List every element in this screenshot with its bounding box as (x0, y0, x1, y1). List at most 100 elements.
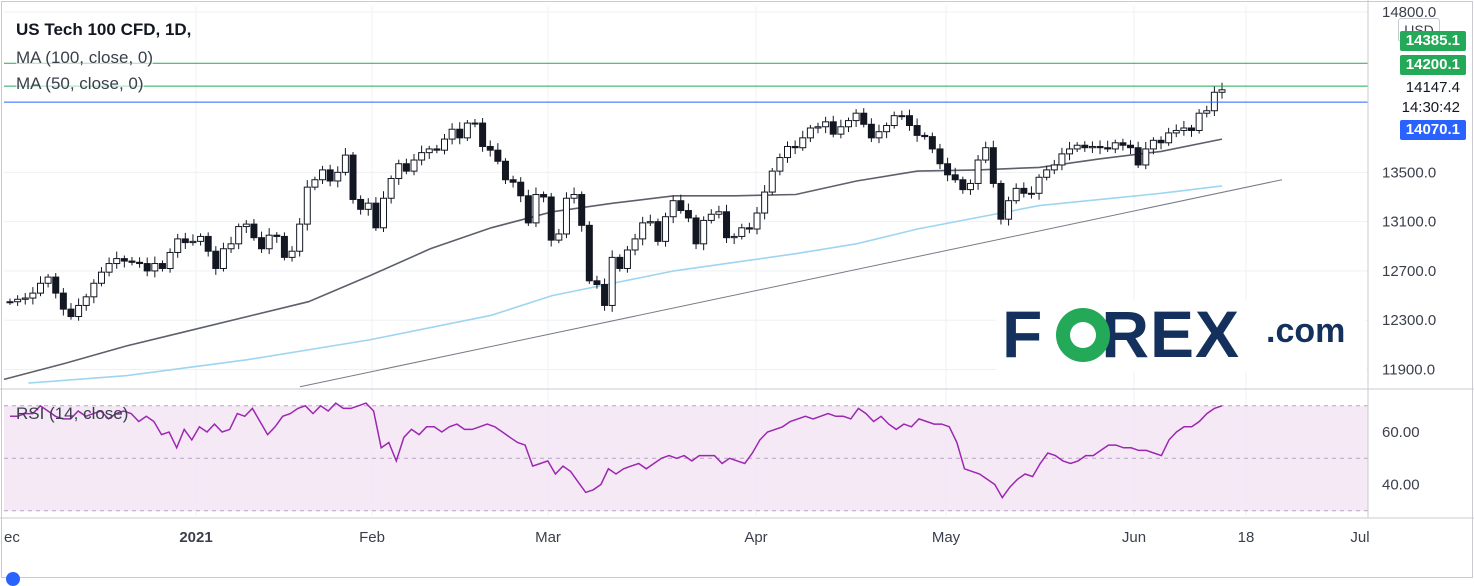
candle-body (440, 138, 448, 151)
last-price-label: 14147.4 (1399, 78, 1466, 98)
candle-body (258, 237, 266, 250)
rsi-legend[interactable]: RSI (14, close) (16, 404, 129, 423)
candle-body (562, 197, 570, 235)
candle-body (646, 221, 654, 224)
candle-body (120, 258, 128, 262)
symbol-title[interactable]: US Tech 100 CFD, 1D, (16, 20, 192, 40)
candle-body (585, 224, 593, 282)
candle-body (52, 276, 60, 294)
candle-body (1058, 153, 1066, 166)
ma100-legend[interactable]: MA (100, close, 0) (16, 48, 154, 68)
candle-body (692, 217, 700, 245)
candle-body (578, 194, 586, 226)
candle-body (219, 248, 227, 269)
candle-body (174, 238, 182, 253)
candle-body (1088, 145, 1096, 149)
candle-body (989, 147, 997, 184)
candle-body (768, 170, 776, 193)
candle-body (448, 128, 456, 140)
candle-body (151, 263, 159, 272)
price-tag-top: 14385.1 (1399, 31, 1466, 51)
time-tick-label: 2021 (179, 529, 212, 546)
candle-body (105, 263, 113, 273)
rsi-axis-ticks: 60.00 40.00 (1382, 424, 1420, 494)
candle-body (700, 219, 708, 245)
time-tick-label: Mar (535, 529, 561, 546)
candle-body (814, 126, 822, 129)
candle-body (913, 125, 921, 136)
candle-body (250, 223, 258, 239)
candle-body (1104, 147, 1112, 150)
candle-body (844, 120, 852, 128)
candle-body (494, 149, 502, 162)
candle-body (806, 127, 814, 139)
candle-body (669, 200, 677, 218)
candle-body (547, 196, 555, 241)
candle-body (273, 234, 281, 237)
trend-line (299, 179, 1283, 388)
price-tag-current: 14070.1 (1399, 120, 1466, 140)
ma50-legend[interactable]: MA (50, close, 0) (16, 74, 144, 94)
candle-body (1195, 112, 1203, 131)
rsi-series (10, 402, 1223, 499)
candle-body (166, 251, 174, 269)
candle-body (616, 256, 624, 269)
candle-body (181, 238, 189, 244)
price-tick-label: 12700.0 (1382, 263, 1436, 280)
price-tick-label: 14800.0 (1382, 4, 1436, 21)
candle-body (75, 304, 83, 318)
candle-body (1043, 169, 1051, 178)
candle-body (1149, 139, 1157, 150)
time-tick-label: 18 (1238, 529, 1255, 546)
candle-body (723, 211, 731, 239)
candle-body (364, 202, 372, 210)
price-tick-label: 13100.0 (1382, 214, 1436, 231)
candle-body (677, 200, 685, 212)
candle-body (852, 112, 860, 122)
candle-body (509, 179, 517, 183)
price-tick-label: 13500.0 (1382, 164, 1436, 181)
candle-body (456, 128, 464, 139)
candle-body (1050, 164, 1058, 171)
candle-body (555, 233, 563, 241)
candle-body (524, 195, 532, 224)
candle-body (631, 238, 639, 251)
candle-body (280, 235, 288, 258)
candle-body (1073, 144, 1081, 150)
candle-body (837, 126, 845, 135)
candle-body (822, 121, 830, 128)
candle-body (753, 212, 761, 230)
candle-body (357, 198, 365, 210)
candlestick-series (6, 82, 1226, 321)
candle-body (776, 157, 784, 172)
candle-body (6, 301, 14, 304)
time-tick-label: Jul (1350, 529, 1369, 546)
candle-body (1165, 132, 1173, 144)
candle-body (90, 282, 98, 298)
candle-body (905, 115, 913, 127)
candle-body (44, 276, 52, 284)
candle-body (36, 282, 44, 294)
trend-line (299, 179, 1283, 388)
candle-body (311, 179, 319, 188)
candle-body (486, 145, 494, 151)
candle-body (212, 250, 220, 269)
candle-body (341, 154, 349, 173)
candle-body (791, 145, 799, 149)
candle-body (1218, 89, 1226, 93)
candle-body (326, 169, 334, 182)
candle-body (1134, 147, 1142, 166)
candle-body (1188, 127, 1196, 131)
candle-body (1119, 142, 1127, 146)
ma100-line (28, 185, 1223, 384)
candle-body (334, 171, 342, 182)
candle-body (860, 112, 868, 125)
candle-body (867, 123, 875, 139)
candle-body (227, 243, 235, 250)
logo-o-mark (1056, 308, 1110, 362)
time-tick-label: Jun (1122, 529, 1146, 546)
logo-suffix: .com (1266, 312, 1346, 350)
candle-body (387, 178, 395, 199)
